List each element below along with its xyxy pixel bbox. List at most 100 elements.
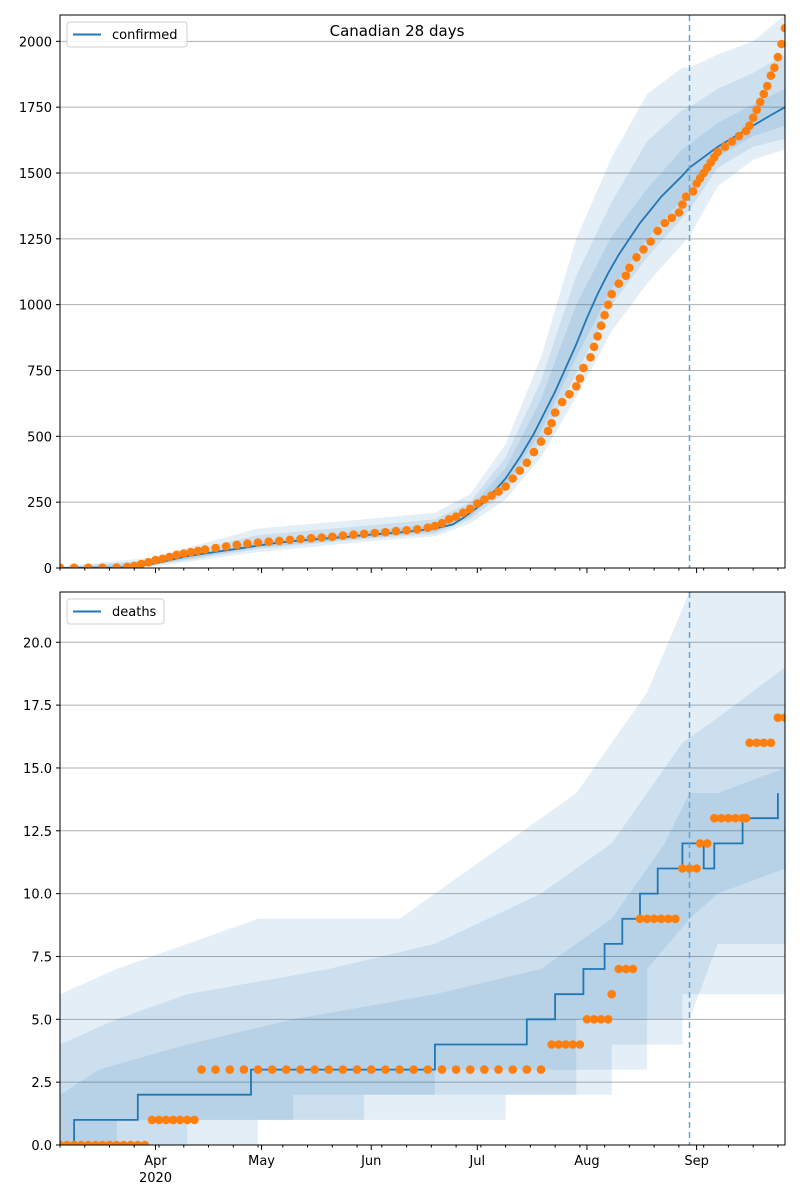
data-point <box>642 914 652 924</box>
data-point <box>391 526 401 536</box>
x-tick-label: Sep <box>684 1154 709 1169</box>
deaths-legend: deaths <box>66 598 165 625</box>
data-point <box>211 1065 220 1074</box>
data-point <box>317 533 327 542</box>
data-point <box>84 1140 93 1145</box>
uncertainty-band <box>60 54 785 568</box>
data-point <box>621 271 631 281</box>
data-point <box>547 418 556 428</box>
data-point <box>593 332 602 341</box>
data-point <box>561 1040 570 1049</box>
data-point <box>423 1065 433 1074</box>
data-point <box>98 1140 107 1145</box>
data-point <box>734 131 744 141</box>
data-point <box>674 208 684 217</box>
data-point <box>147 1115 157 1125</box>
data-point <box>465 504 475 514</box>
data-point <box>755 97 765 107</box>
data-point <box>190 1115 199 1125</box>
data-point <box>161 1115 171 1125</box>
data-point <box>773 52 783 62</box>
data-point <box>759 89 769 99</box>
data-point <box>660 218 670 228</box>
y-tick-label: 1500 <box>19 167 52 182</box>
data-point <box>536 437 546 446</box>
data-point <box>554 1040 563 1049</box>
data-point <box>451 1065 461 1074</box>
y-tick-label: 0.0 <box>31 1139 52 1154</box>
data-point <box>667 213 677 223</box>
legend-label: confirmed <box>112 28 178 43</box>
data-point <box>501 482 510 491</box>
y-tick-label: 500 <box>27 430 52 445</box>
x-tick-label: Jun <box>360 1154 381 1169</box>
data-point <box>211 543 220 553</box>
data-point <box>239 1065 249 1074</box>
data-point <box>285 535 295 545</box>
data-point <box>600 310 609 320</box>
data-point <box>565 389 574 399</box>
data-point <box>444 515 454 524</box>
data-point <box>741 813 751 823</box>
data-point <box>572 382 581 391</box>
data-point <box>515 466 525 475</box>
confirmed-observed-points <box>60 15 785 568</box>
data-point <box>752 738 761 748</box>
data-point <box>603 1015 613 1024</box>
data-point <box>607 989 616 999</box>
data-point <box>473 499 482 508</box>
data-point <box>458 508 468 517</box>
data-point <box>586 353 595 362</box>
data-point <box>126 1140 135 1145</box>
y-tick-label: 1750 <box>19 101 52 116</box>
data-point <box>165 552 174 562</box>
uncertainty-band <box>60 768 785 1145</box>
data-point <box>352 1065 362 1074</box>
data-point <box>656 914 666 924</box>
data-point <box>766 71 776 80</box>
data-point <box>494 1065 503 1074</box>
data-point <box>568 1040 578 1049</box>
data-point <box>688 187 698 196</box>
data-point <box>745 738 754 748</box>
y-tick-label: 1250 <box>19 233 52 248</box>
data-point <box>112 563 121 568</box>
data-point <box>625 263 634 273</box>
data-point <box>437 1065 447 1074</box>
data-point <box>172 550 181 560</box>
uncertainty-band <box>60 592 785 1145</box>
confirmed-gridlines <box>60 40 785 569</box>
data-point <box>310 1065 319 1074</box>
data-point <box>628 964 638 974</box>
data-point <box>253 538 263 547</box>
y-tick-label: 0 <box>44 562 52 577</box>
data-point <box>713 147 723 157</box>
data-point <box>480 1065 489 1074</box>
data-point <box>487 491 496 500</box>
data-point <box>264 537 274 546</box>
data-point <box>296 1065 305 1074</box>
data-point <box>773 713 783 722</box>
data-point <box>589 342 599 352</box>
data-point <box>282 1065 291 1074</box>
data-point <box>186 547 196 557</box>
data-point <box>359 529 369 539</box>
data-point <box>137 559 146 568</box>
data-point <box>225 1065 235 1074</box>
y-tick-label: 7.5 <box>31 950 52 965</box>
uncertainty-band <box>60 88 785 568</box>
data-point <box>465 1065 475 1074</box>
data-point <box>267 1065 277 1074</box>
data-point <box>614 964 624 974</box>
data-point <box>582 1015 592 1024</box>
deaths-observed-points <box>60 713 785 1145</box>
x-tick-label: May <box>248 1154 275 1169</box>
data-point <box>536 1065 546 1074</box>
data-point <box>596 1015 606 1024</box>
data-point <box>232 540 242 550</box>
y-tick-label: 5.0 <box>31 1013 52 1028</box>
data-point <box>575 1040 585 1049</box>
x-tick-sublabel: 2020 <box>139 1171 172 1186</box>
x-tick-label: Apr <box>144 1154 167 1169</box>
chart-title: Canadian 28 days <box>330 22 465 40</box>
